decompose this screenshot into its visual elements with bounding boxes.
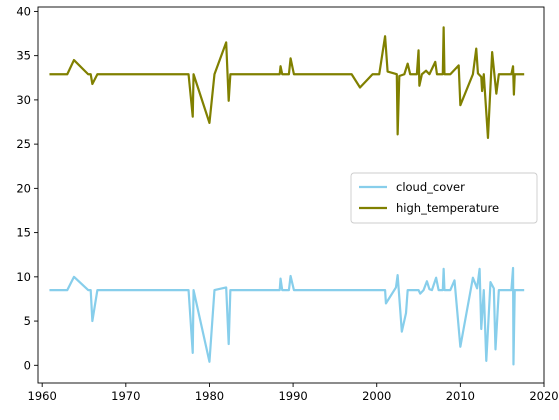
- series-line-cloud-cover: [49, 266, 525, 366]
- legend-label-cloud-cover: cloud_cover: [396, 180, 465, 194]
- x-tick-label: 2000: [362, 389, 391, 403]
- y-tick-label: 30: [16, 93, 31, 107]
- x-tick-label: 1990: [278, 389, 307, 403]
- x-tick-label: 2020: [529, 389, 558, 403]
- y-tick-label: 10: [16, 270, 31, 284]
- x-tick-label: 1980: [195, 389, 224, 403]
- y-tick-label: 15: [16, 226, 31, 240]
- legend: cloud_cover high_temperature: [350, 172, 538, 224]
- y-tick-label: 25: [16, 137, 31, 151]
- x-tick-label: 1960: [28, 389, 57, 403]
- y-tick-label: 40: [16, 4, 31, 18]
- plot-frame: [37, 6, 545, 384]
- x-tick-label: 1970: [111, 389, 140, 403]
- series-layer: [49, 26, 525, 366]
- legend-label-high-temperature: high_temperature: [396, 201, 499, 215]
- axes-layer: 1960 1970 1980 1990 2000 2010 2020 0 5 10 15 20 25 30…: [16, 4, 558, 403]
- x-tick-label: 2010: [446, 389, 475, 403]
- y-tick-label: 35: [16, 49, 31, 63]
- y-tick-label: 20: [16, 181, 31, 195]
- y-tick-label: 5: [24, 314, 31, 328]
- y-tick-label: 0: [24, 358, 31, 372]
- series-line-high-temperature: [49, 26, 525, 140]
- legend-box: [350, 172, 538, 224]
